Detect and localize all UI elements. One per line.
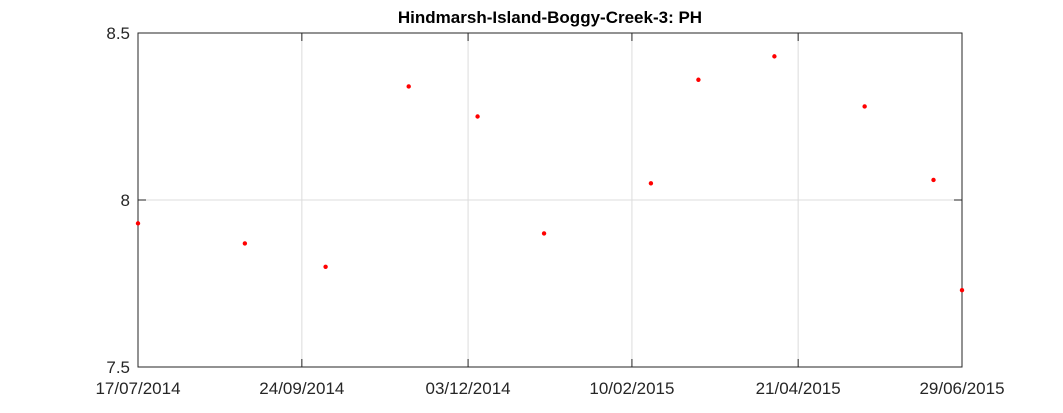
data-point — [772, 54, 777, 59]
data-point — [541, 231, 547, 236]
x-tick-label: 10/02/2015 — [589, 379, 674, 398]
data-point — [135, 221, 141, 226]
x-tick-label: 24/09/2014 — [259, 379, 344, 398]
chart-title: Hindmarsh-Island-Boggy-Creek-3: PH — [398, 8, 702, 27]
data-point — [862, 104, 867, 109]
y-tick-label: 8.5 — [106, 24, 130, 43]
data-point — [931, 177, 936, 183]
data-point — [406, 84, 411, 89]
x-tick-label: 03/12/2014 — [426, 379, 511, 398]
data-point — [648, 181, 654, 186]
y-axis-tick-labels: 7.5 8 8.5 — [106, 24, 130, 377]
data-point — [475, 114, 480, 119]
x-axis-tick-labels: 17/07/2014 24/09/2014 03/12/2014 10/02/2015… — [95, 379, 1004, 398]
x-tick-label: 29/06/2015 — [919, 379, 1004, 398]
y-tick-label: 7.5 — [106, 358, 130, 377]
axis-ticks — [137, 32, 963, 368]
data-point — [696, 77, 701, 82]
data-points — [135, 54, 965, 293]
data-point — [959, 287, 965, 293]
data-point — [323, 264, 328, 269]
y-tick-label: 8 — [121, 191, 130, 210]
x-tick-label: 17/07/2014 — [95, 379, 180, 398]
data-point — [242, 241, 248, 246]
x-tick-label: 21/04/2015 — [756, 379, 841, 398]
